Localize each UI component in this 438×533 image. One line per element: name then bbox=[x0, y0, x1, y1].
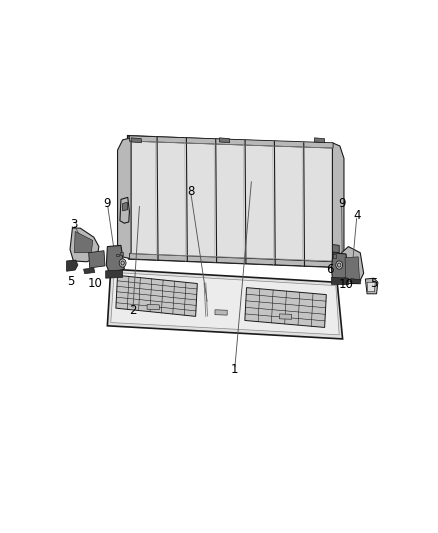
Polygon shape bbox=[74, 231, 93, 253]
Text: 5: 5 bbox=[67, 275, 75, 288]
Text: 8: 8 bbox=[187, 185, 194, 198]
Polygon shape bbox=[120, 197, 130, 223]
Text: 3: 3 bbox=[70, 217, 77, 230]
Text: 6: 6 bbox=[326, 263, 333, 276]
Text: 2: 2 bbox=[129, 304, 137, 317]
Polygon shape bbox=[67, 260, 78, 271]
Circle shape bbox=[338, 263, 341, 267]
Polygon shape bbox=[128, 136, 334, 267]
Polygon shape bbox=[130, 136, 333, 148]
Circle shape bbox=[119, 259, 126, 267]
Polygon shape bbox=[332, 253, 347, 279]
Circle shape bbox=[121, 261, 124, 265]
Polygon shape bbox=[147, 304, 159, 310]
Text: 10: 10 bbox=[87, 277, 102, 290]
Polygon shape bbox=[219, 138, 230, 143]
Polygon shape bbox=[120, 252, 124, 255]
Polygon shape bbox=[215, 310, 227, 315]
Circle shape bbox=[336, 261, 343, 269]
Polygon shape bbox=[332, 245, 339, 253]
Polygon shape bbox=[332, 143, 344, 267]
Polygon shape bbox=[367, 282, 375, 292]
Polygon shape bbox=[123, 202, 128, 211]
Polygon shape bbox=[332, 277, 348, 285]
Polygon shape bbox=[116, 276, 197, 317]
Polygon shape bbox=[131, 138, 141, 143]
Polygon shape bbox=[341, 247, 364, 284]
Text: 10: 10 bbox=[339, 278, 353, 291]
Polygon shape bbox=[345, 257, 360, 281]
Polygon shape bbox=[245, 288, 326, 327]
Polygon shape bbox=[279, 314, 292, 319]
Text: 5: 5 bbox=[370, 277, 378, 290]
Polygon shape bbox=[314, 138, 325, 143]
Text: 4: 4 bbox=[353, 209, 360, 222]
Polygon shape bbox=[106, 270, 123, 278]
Text: 1: 1 bbox=[231, 363, 238, 376]
Text: 9: 9 bbox=[104, 197, 111, 210]
Polygon shape bbox=[130, 254, 333, 267]
Polygon shape bbox=[116, 254, 119, 256]
Polygon shape bbox=[333, 254, 336, 257]
Polygon shape bbox=[88, 251, 105, 268]
Polygon shape bbox=[107, 269, 343, 339]
Text: 9: 9 bbox=[338, 197, 345, 210]
Polygon shape bbox=[106, 245, 124, 272]
Polygon shape bbox=[365, 278, 378, 294]
Polygon shape bbox=[111, 272, 339, 335]
Polygon shape bbox=[351, 279, 361, 284]
Polygon shape bbox=[117, 138, 131, 259]
Polygon shape bbox=[84, 268, 95, 273]
Polygon shape bbox=[70, 228, 99, 262]
